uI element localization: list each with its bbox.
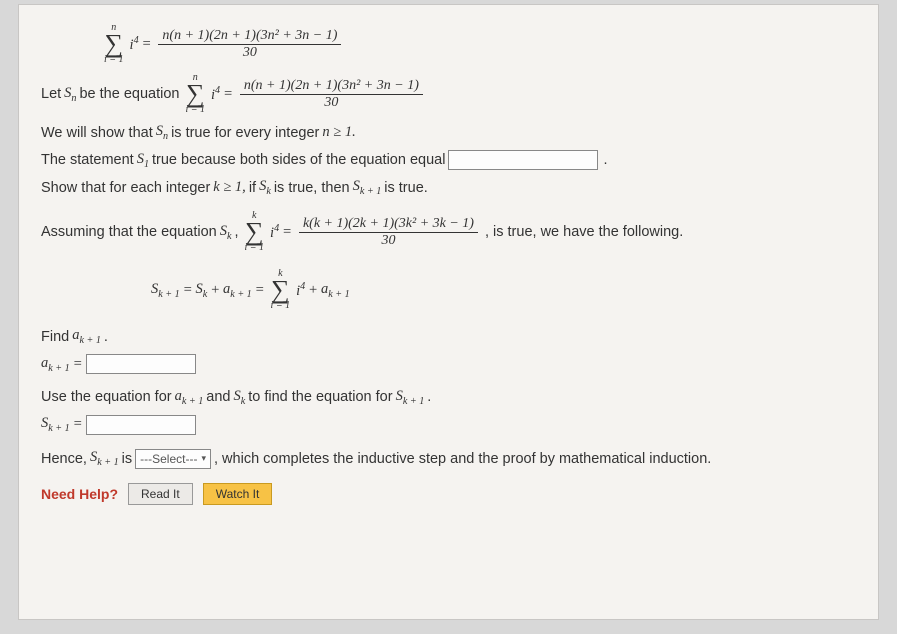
sigma-symbol: k ∑ i = 1 [245, 211, 265, 253]
text-c: is true, then [274, 180, 350, 196]
text-a: We will show that [41, 125, 153, 141]
chevron-down-icon: ▾ [201, 453, 206, 464]
sk1-symbol: Sk + 1 [353, 178, 382, 197]
tail-text: , is true, we have the following. [485, 224, 683, 240]
sk1-input-line: Sk + 1 = [41, 415, 856, 435]
sigma-lower: i = 1 [185, 105, 205, 115]
step-equation: Sk + 1 = Sk + ak + 1 = k ∑ i = 1 i4 + ak… [151, 269, 856, 311]
let-sn-line: Let Sn be the equation n ∑ i = 1 i4 = n(… [41, 73, 856, 115]
fraction: n(n + 1)(2n + 1)(3n² + 3n − 1) 30 [240, 78, 423, 111]
equals-sign: = [223, 86, 233, 103]
equals-sign: = [73, 416, 83, 433]
equals-sign: = [183, 282, 193, 299]
text-a: Assuming that the equation [41, 224, 217, 240]
let-prefix: Let [41, 86, 61, 102]
condition: k ≥ 1, [213, 179, 246, 196]
read-it-button[interactable]: Read It [128, 483, 193, 505]
denominator: 30 [320, 95, 342, 111]
text-b: if [249, 180, 256, 196]
sigma-glyph: ∑ [104, 33, 123, 55]
summand: i4 [296, 281, 305, 300]
sk1-symbol: Sk + 1 [90, 449, 119, 468]
equals-sign: = [282, 224, 292, 241]
sk1-lhs: Sk + 1 [151, 281, 180, 300]
select-text: ---Select--- [140, 452, 197, 466]
numerator: n(n + 1)(2n + 1)(3n² + 3n − 1) [240, 78, 423, 95]
sk1-value-input[interactable] [86, 415, 196, 435]
assuming-line: Assuming that the equation Sk , k ∑ i = … [41, 211, 856, 253]
ak1-input-line: ak + 1 = [41, 354, 856, 374]
text-c: , which completes the inductive step and… [214, 451, 711, 467]
sk1-symbol: Sk + 1 [396, 388, 425, 407]
we-will-show-line: We will show that Sn is true for every i… [41, 123, 856, 142]
sigma-symbol: k ∑ i = 1 [271, 269, 291, 311]
text-a: Show that for each integer [41, 180, 210, 196]
text-a: The statement [41, 152, 134, 168]
equals-sign: = [142, 36, 152, 53]
find-label: Find [41, 329, 69, 345]
text-d: is true. [384, 180, 428, 196]
s1-statement-line: The statement S1 true because both sides… [41, 150, 856, 170]
text-b: and [206, 389, 230, 405]
summand: i4 [211, 85, 220, 104]
denominator: 30 [377, 233, 399, 249]
sigma-glyph: ∑ [271, 279, 290, 301]
let-mid: be the equation [79, 86, 179, 102]
sigma-lower: i = 1 [245, 243, 265, 253]
need-help-label: Need Help? [41, 486, 118, 502]
period: . [104, 329, 108, 345]
equals-sign: = [255, 282, 265, 299]
question-panel: n ∑ i = 1 i4 = n(n + 1)(2n + 1)(3n² + 3n… [18, 4, 879, 620]
truth-select[interactable]: ---Select--- ▾ [135, 449, 211, 469]
find-ak1-line: Find ak + 1 . [41, 327, 856, 346]
sigma-lower: i = 1 [104, 55, 124, 65]
comma: , [234, 224, 238, 240]
text-b: is [122, 451, 132, 467]
text-c: to find the equation for [248, 389, 392, 405]
summand: i4 [130, 35, 139, 54]
ak1-symbol: ak + 1 [175, 388, 204, 407]
sk-symbol: Sk [234, 388, 246, 407]
ak1-term: ak + 1 [321, 281, 350, 300]
main-formula: n ∑ i = 1 i4 = n(n + 1)(2n + 1)(3n² + 3n… [101, 23, 856, 65]
sk1-lhs: Sk + 1 [41, 415, 70, 434]
sk-term: Sk [196, 281, 208, 300]
ak1-symbol: ak + 1 [72, 327, 101, 346]
hence-line: Hence, Sk + 1 is ---Select--- ▾ , which … [41, 449, 856, 469]
inductive-hypothesis-line: Show that for each integer k ≥ 1, if Sk … [41, 178, 856, 197]
condition: n ≥ 1. [322, 124, 355, 141]
use-equation-line: Use the equation for ak + 1 and Sk to fi… [41, 388, 856, 407]
s1-symbol: S1 [137, 151, 149, 170]
numerator: k(k + 1)(2k + 1)(3k² + 3k − 1) [299, 216, 478, 233]
equals-sign: = [73, 356, 83, 373]
text-b: is true for every integer [171, 125, 319, 141]
sigma-lower: i = 1 [271, 301, 291, 311]
text-b: true because both sides of the equation … [152, 152, 445, 168]
sn-symbol: Sn [156, 123, 168, 142]
text-a: Use the equation for [41, 389, 172, 405]
ak1-value-input[interactable] [86, 354, 196, 374]
period: . [427, 389, 431, 405]
sigma-symbol: n ∑ i = 1 [185, 73, 205, 115]
period: . [603, 152, 607, 168]
sigma-glyph: ∑ [245, 221, 264, 243]
s1-value-input[interactable] [448, 150, 598, 170]
need-help-row: Need Help? Read It Watch It [41, 483, 856, 505]
summand: i4 [270, 223, 279, 242]
fraction: k(k + 1)(2k + 1)(3k² + 3k − 1) 30 [299, 216, 478, 249]
watch-it-button[interactable]: Watch It [203, 483, 273, 505]
fraction: n(n + 1)(2n + 1)(3n² + 3n − 1) 30 [158, 28, 341, 61]
sigma-symbol: n ∑ i = 1 [104, 23, 124, 65]
plus-sign: + [308, 282, 318, 299]
plus-sign: + [210, 282, 220, 299]
ak1-term: ak + 1 [223, 281, 252, 300]
numerator: n(n + 1)(2n + 1)(3n² + 3n − 1) [158, 28, 341, 45]
ak1-lhs: ak + 1 [41, 355, 70, 374]
sk-symbol: Sk [220, 223, 232, 242]
sn-symbol: Sn [64, 85, 76, 104]
sk-symbol: Sk [259, 178, 271, 197]
sigma-glyph: ∑ [186, 83, 205, 105]
text-a: Hence, [41, 451, 87, 467]
denominator: 30 [239, 45, 261, 61]
